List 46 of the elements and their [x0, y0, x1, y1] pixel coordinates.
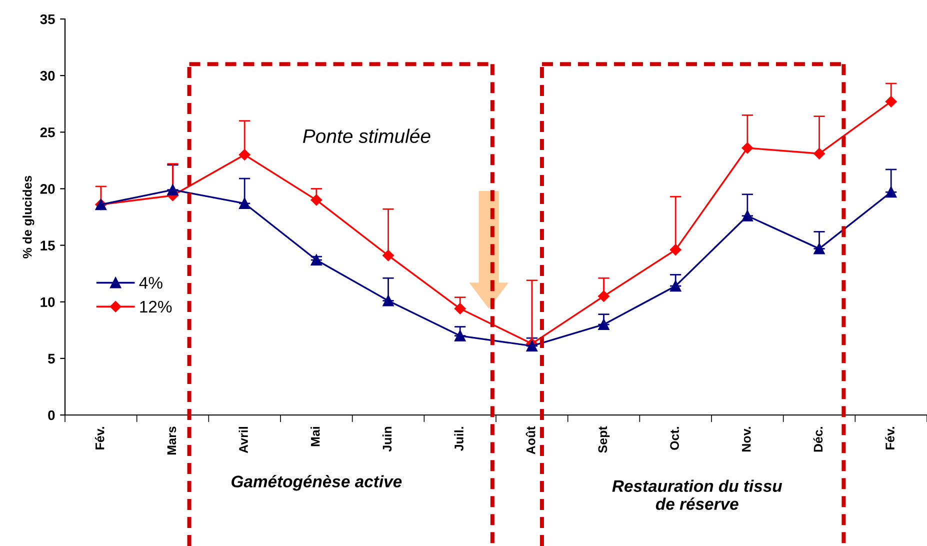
y-tick-label: 10 — [40, 297, 55, 308]
point — [598, 290, 610, 302]
legend-label: 12% — [140, 300, 172, 313]
x-tick-label: Déc. — [813, 426, 823, 452]
x-tick-label: Sept — [598, 426, 610, 453]
x-tick-label: Août — [526, 426, 536, 454]
y-tick-label: 35 — [40, 14, 55, 24]
point — [167, 184, 178, 196]
point — [310, 194, 322, 206]
x-tick-label: Mars — [167, 426, 176, 454]
x-tick-label: Juin — [382, 426, 392, 452]
point — [238, 149, 250, 160]
point — [670, 280, 682, 292]
point — [885, 96, 897, 108]
point — [454, 303, 466, 314]
y-tick-label: 5 — [48, 354, 55, 364]
point — [814, 148, 825, 160]
point — [814, 243, 825, 254]
point — [742, 142, 754, 154]
point — [886, 186, 897, 198]
point — [742, 210, 753, 222]
point — [526, 340, 538, 352]
point — [382, 295, 394, 306]
text: Restauration du tissu de réserve — [612, 480, 782, 510]
point — [239, 198, 250, 209]
point — [382, 250, 394, 262]
x-tick-label: Fév. — [94, 426, 104, 450]
x-tick-label: Mai — [310, 426, 320, 446]
y-tick-label: 30 — [40, 70, 55, 81]
y-tick-label: 15 — [40, 240, 55, 250]
point — [598, 318, 610, 330]
y-tick-label: 25 — [40, 127, 55, 138]
point — [310, 254, 322, 266]
y-tick-label: 0 — [48, 410, 55, 420]
y-tick-label: 20 — [40, 184, 55, 194]
legend-label: 4% — [139, 277, 162, 289]
x-tick-label: Oct. — [670, 426, 679, 450]
y-axis-title: % de glucides — [22, 176, 34, 258]
x-tick-label: Avril — [238, 426, 248, 454]
point — [454, 330, 466, 342]
x-tick-label: Juil. — [454, 426, 464, 451]
annotation: Ponte stimulée — [302, 128, 430, 144]
point — [670, 244, 682, 256]
text: Gamétogénèse active — [232, 475, 402, 491]
x-tick-label: Nov. — [742, 426, 751, 452]
x-tick-label: Fév. — [885, 426, 894, 450]
